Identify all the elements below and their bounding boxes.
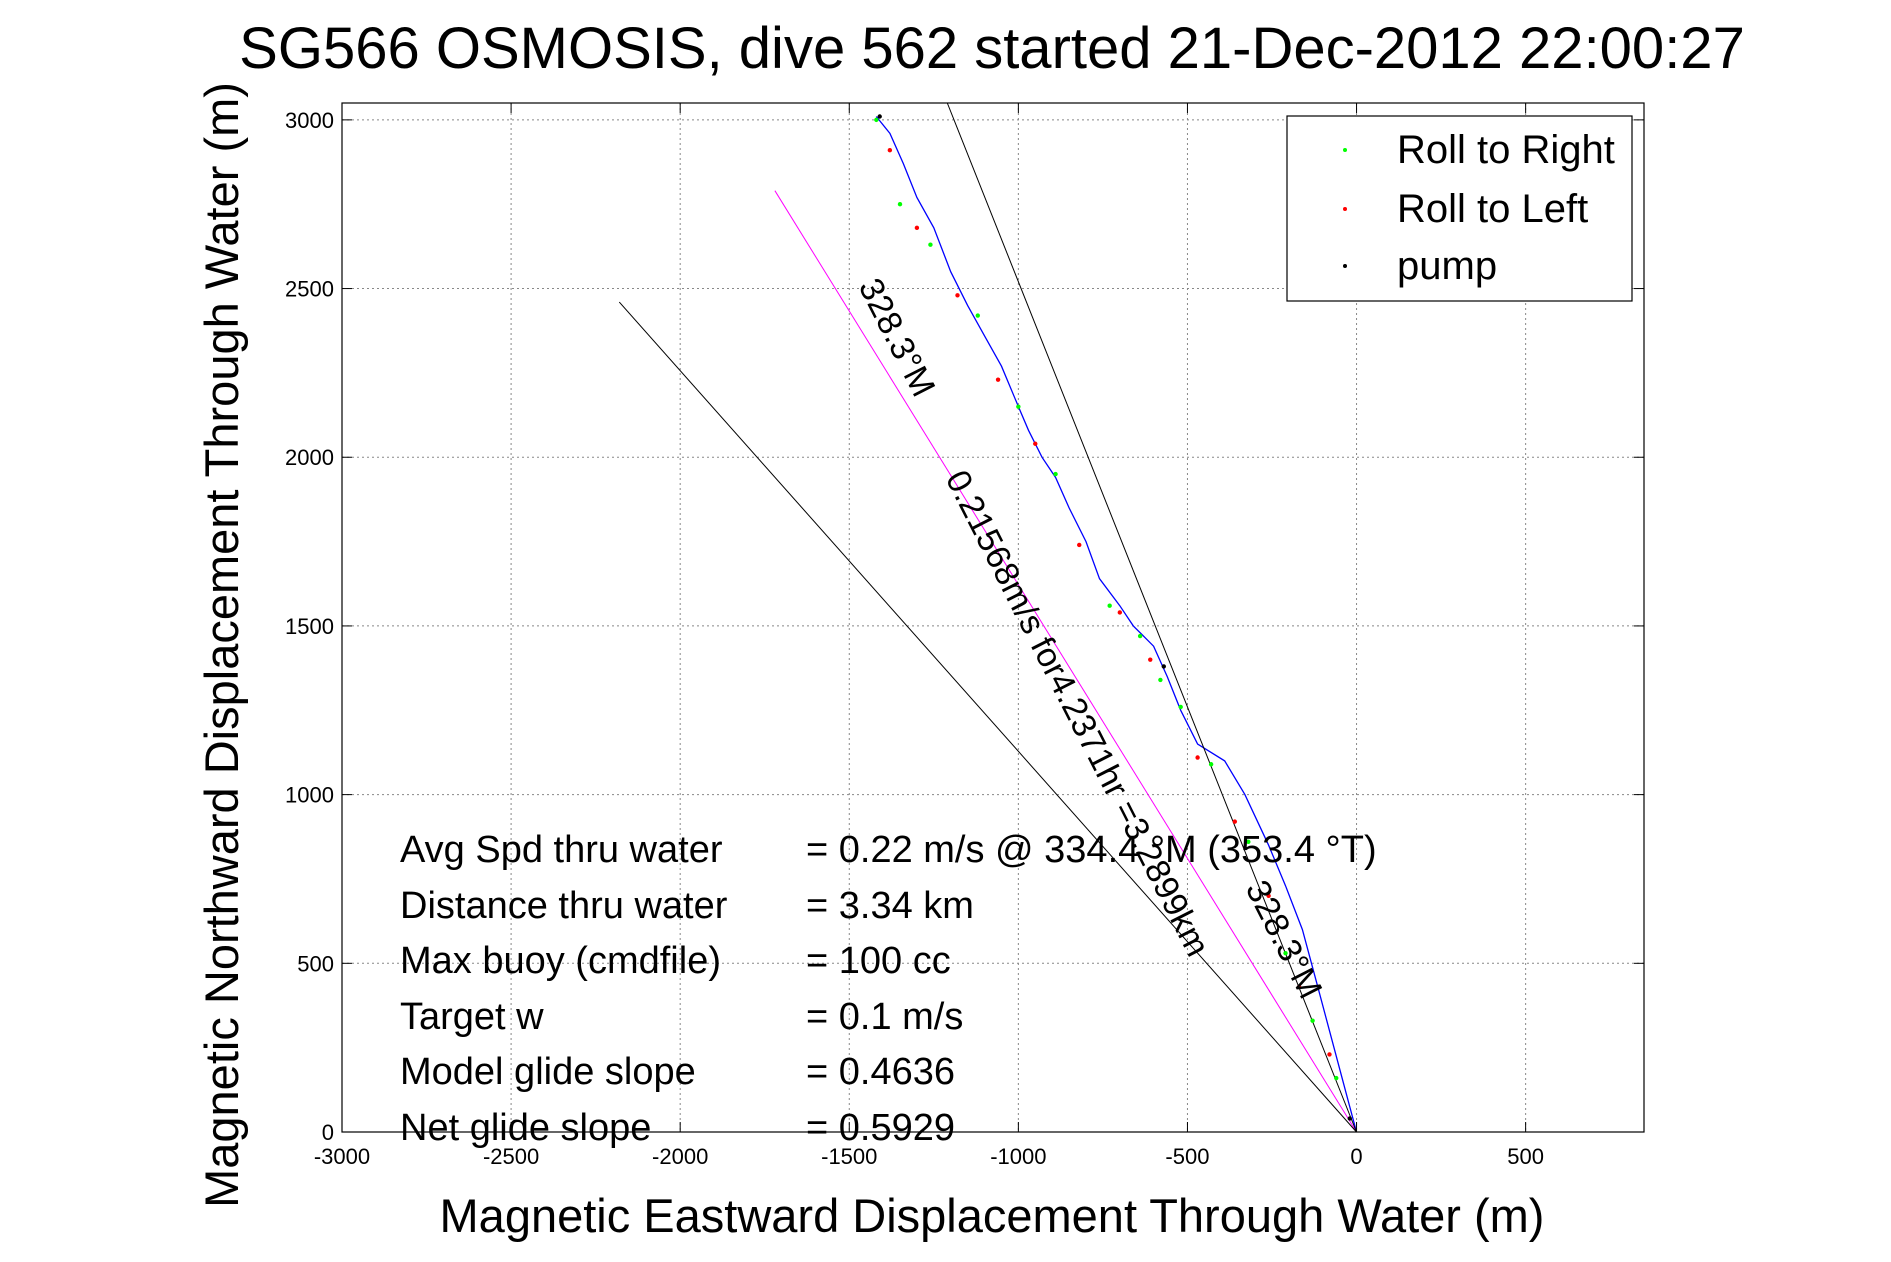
roll-right-marker bbox=[1158, 677, 1163, 683]
y-tick-label: 3000 bbox=[285, 108, 334, 133]
track-line bbox=[875, 116, 1358, 1133]
legend-marker-roll-left bbox=[1343, 207, 1347, 211]
roll-left-marker bbox=[887, 148, 893, 153]
pump-marker bbox=[1161, 664, 1166, 669]
stat-value-net-glide: = 0.5929 bbox=[806, 1107, 955, 1149]
x-tick-label: -2500 bbox=[483, 1144, 539, 1169]
x-tick-label: -3000 bbox=[314, 1144, 370, 1169]
x-axis-label: Magnetic Eastward Displacement Through W… bbox=[440, 1189, 1545, 1242]
roll-right-marker bbox=[1246, 839, 1251, 845]
roll-left-marker bbox=[1266, 893, 1271, 899]
pump-marker bbox=[877, 114, 882, 119]
stat-label-max-buoy: Max buoy (cmdfile) bbox=[400, 940, 721, 982]
roll-right-marker bbox=[1178, 704, 1183, 710]
stat-label-avg-spd: Avg Spd thru water bbox=[400, 829, 723, 871]
legend-label-roll-right: Roll to Right bbox=[1397, 128, 1615, 172]
roll-right-marker bbox=[975, 313, 980, 318]
stat-value-avg-spd: = 0.22 m/s @ 334.4 °M (353.4 °T) bbox=[806, 829, 1377, 871]
x-tick-label: -1000 bbox=[990, 1144, 1046, 1169]
roll-left-marker bbox=[1327, 1052, 1332, 1057]
legend-label-pump: pump bbox=[1397, 244, 1497, 288]
stat-value-model-glide: = 0.4636 bbox=[806, 1051, 955, 1093]
stat-label-target-w: Target w bbox=[400, 996, 544, 1038]
roll-right-marker bbox=[1310, 1018, 1315, 1023]
y-tick-label: 1500 bbox=[285, 614, 334, 639]
stat-label-net-glide: Net glide slope bbox=[400, 1107, 651, 1149]
legend-label-roll-left: Roll to Left bbox=[1397, 187, 1588, 231]
y-tick-label: 500 bbox=[297, 951, 334, 976]
heading-line bbox=[774, 190, 1357, 1133]
pump-marker bbox=[1347, 1116, 1352, 1121]
legend: Roll to Right Roll to Left pump bbox=[1286, 115, 1633, 302]
y-axis-label: Magnetic Northward Displacement Through … bbox=[195, 82, 248, 1208]
roll-right-marker bbox=[874, 117, 879, 123]
stat-value-distance: = 3.34 km bbox=[806, 885, 974, 927]
roll-left-marker bbox=[1296, 984, 1302, 990]
x-tick-label: 0 bbox=[1350, 1144, 1362, 1169]
stat-value-target-w: = 0.1 m/s bbox=[806, 996, 963, 1038]
roll-right-marker bbox=[1334, 1075, 1339, 1081]
roll-right-marker bbox=[1016, 404, 1021, 409]
markers-layer bbox=[874, 114, 1352, 1121]
roll-right-marker bbox=[1283, 950, 1288, 956]
legend-marker-pump bbox=[1343, 264, 1347, 268]
roll-right-marker bbox=[1107, 603, 1112, 608]
roll-left-marker bbox=[1033, 441, 1038, 446]
roll-right-marker bbox=[1053, 471, 1058, 477]
legend-marker-roll-right bbox=[1343, 148, 1347, 152]
x-tick-label: 500 bbox=[1507, 1144, 1544, 1169]
boundary-line bbox=[618, 301, 1357, 1133]
roll-left-marker bbox=[914, 225, 920, 231]
x-tick-label: -500 bbox=[1165, 1144, 1209, 1169]
stat-value-max-buoy: = 100 cc bbox=[806, 940, 951, 982]
roll-left-marker bbox=[995, 377, 1001, 382]
roll-right-marker bbox=[1137, 633, 1143, 639]
roll-right-marker bbox=[1208, 762, 1214, 767]
y-tick-label: 0 bbox=[322, 1120, 334, 1145]
stats-block: Avg Spd thru water = 0.22 m/s @ 334.4 °M… bbox=[400, 829, 1377, 1149]
roll-right-marker bbox=[928, 242, 933, 247]
roll-left-marker bbox=[955, 293, 960, 298]
stat-label-distance: Distance thru water bbox=[400, 885, 728, 927]
lines-layer bbox=[618, 102, 1358, 1133]
x-tick-label: -2000 bbox=[652, 1144, 708, 1169]
y-tick-label: 2500 bbox=[285, 277, 334, 302]
ticks-layer: -3000 -2500 -2000 -1500 -1000 -500 0 500 0 500 100… bbox=[285, 103, 1644, 1169]
roll-left-marker bbox=[1232, 819, 1238, 824]
y-tick-label: 2000 bbox=[285, 445, 334, 470]
x-tick-label: -1500 bbox=[821, 1144, 877, 1169]
y-tick-label: 1000 bbox=[285, 783, 334, 808]
roll-left-marker bbox=[1148, 657, 1153, 662]
chart-title: SG566 OSMOSIS, dive 562 started 21-Dec-2… bbox=[239, 16, 1745, 81]
roll-left-marker bbox=[1077, 542, 1082, 548]
roll-left-marker bbox=[1195, 755, 1200, 760]
roll-right-marker bbox=[897, 202, 903, 207]
roll-left-marker bbox=[1117, 610, 1123, 615]
stat-label-model-glide: Model glide slope bbox=[400, 1051, 696, 1093]
boundary-line bbox=[946, 102, 1357, 1133]
axes-box bbox=[341, 102, 1645, 1133]
